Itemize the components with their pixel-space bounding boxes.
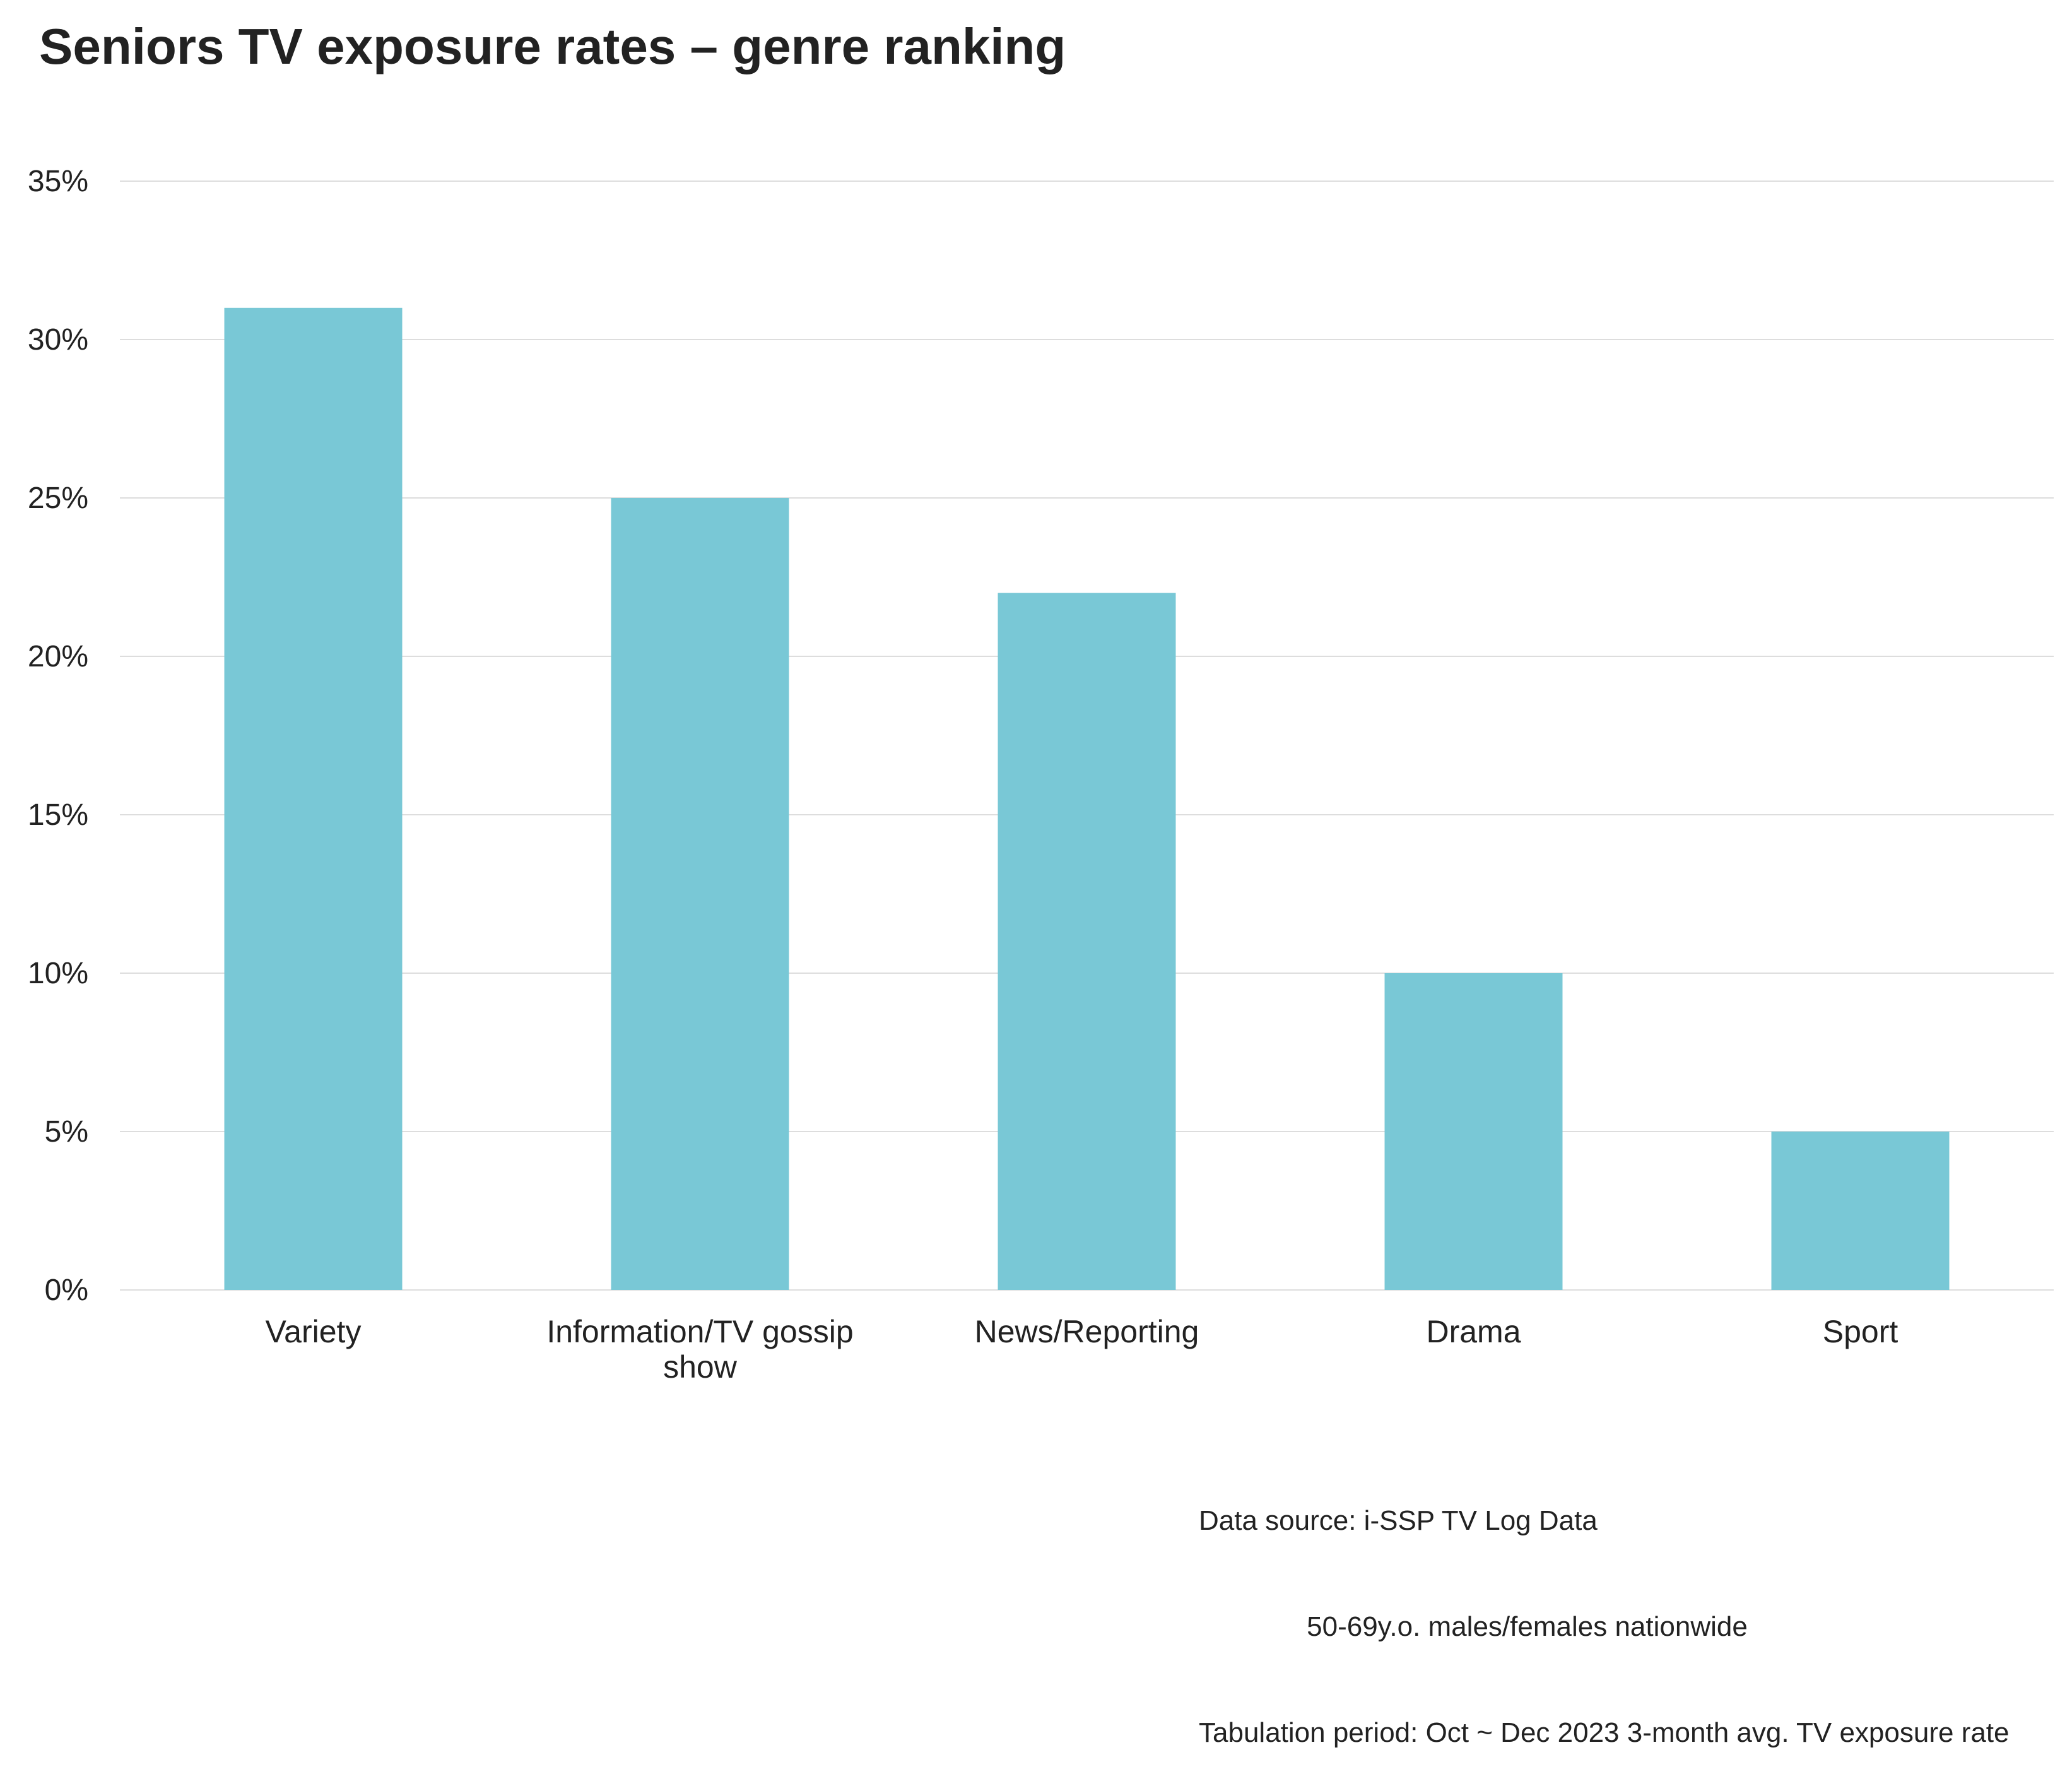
bars xyxy=(224,307,1950,1290)
chart-title: Seniors TV exposure rates – genre rankin… xyxy=(39,18,1066,74)
bar xyxy=(998,593,1176,1290)
x-tick-label: Sport xyxy=(1823,1314,1898,1349)
source-line-2: 50-69y.o. males/females nationwide xyxy=(1199,1611,1748,1642)
x-tick-label: Drama xyxy=(1426,1314,1521,1349)
y-tick-label: 10% xyxy=(28,957,88,990)
y-axis-tick-labels: 0% 5% 10% 15% 20% 25% 30% 35% xyxy=(28,165,88,1307)
source-line-1: Data source: i-SSP TV Log Data xyxy=(1199,1505,1598,1536)
bar xyxy=(1771,1132,1950,1290)
source-line-3: Tabulation period: Oct ~ Dec 2023 3-mont… xyxy=(1199,1717,2010,1748)
y-tick-label: 35% xyxy=(28,165,88,198)
y-tick-label: 25% xyxy=(28,482,88,515)
bar-chart: 0% 5% 10% 15% 20% 25% 30% 35% Variety Informatio… xyxy=(28,165,2054,1385)
bar xyxy=(224,307,403,1290)
y-tick-label: 5% xyxy=(45,1115,88,1149)
bar xyxy=(1384,973,1563,1290)
y-tick-label: 20% xyxy=(28,640,88,673)
x-tick-label: Information/TV gossip xyxy=(546,1314,853,1349)
source-note: Data source: i-SSP TV Log Data 50-69y.o.… xyxy=(1199,1433,2010,1786)
bar xyxy=(611,498,789,1290)
y-tick-label: 0% xyxy=(45,1274,88,1307)
x-tick-label: Variety xyxy=(266,1314,362,1349)
x-tick-label: show xyxy=(663,1349,738,1385)
y-tick-label: 30% xyxy=(28,323,88,357)
x-tick-label: News/Reporting xyxy=(975,1314,1199,1349)
y-tick-label: 15% xyxy=(28,798,88,832)
